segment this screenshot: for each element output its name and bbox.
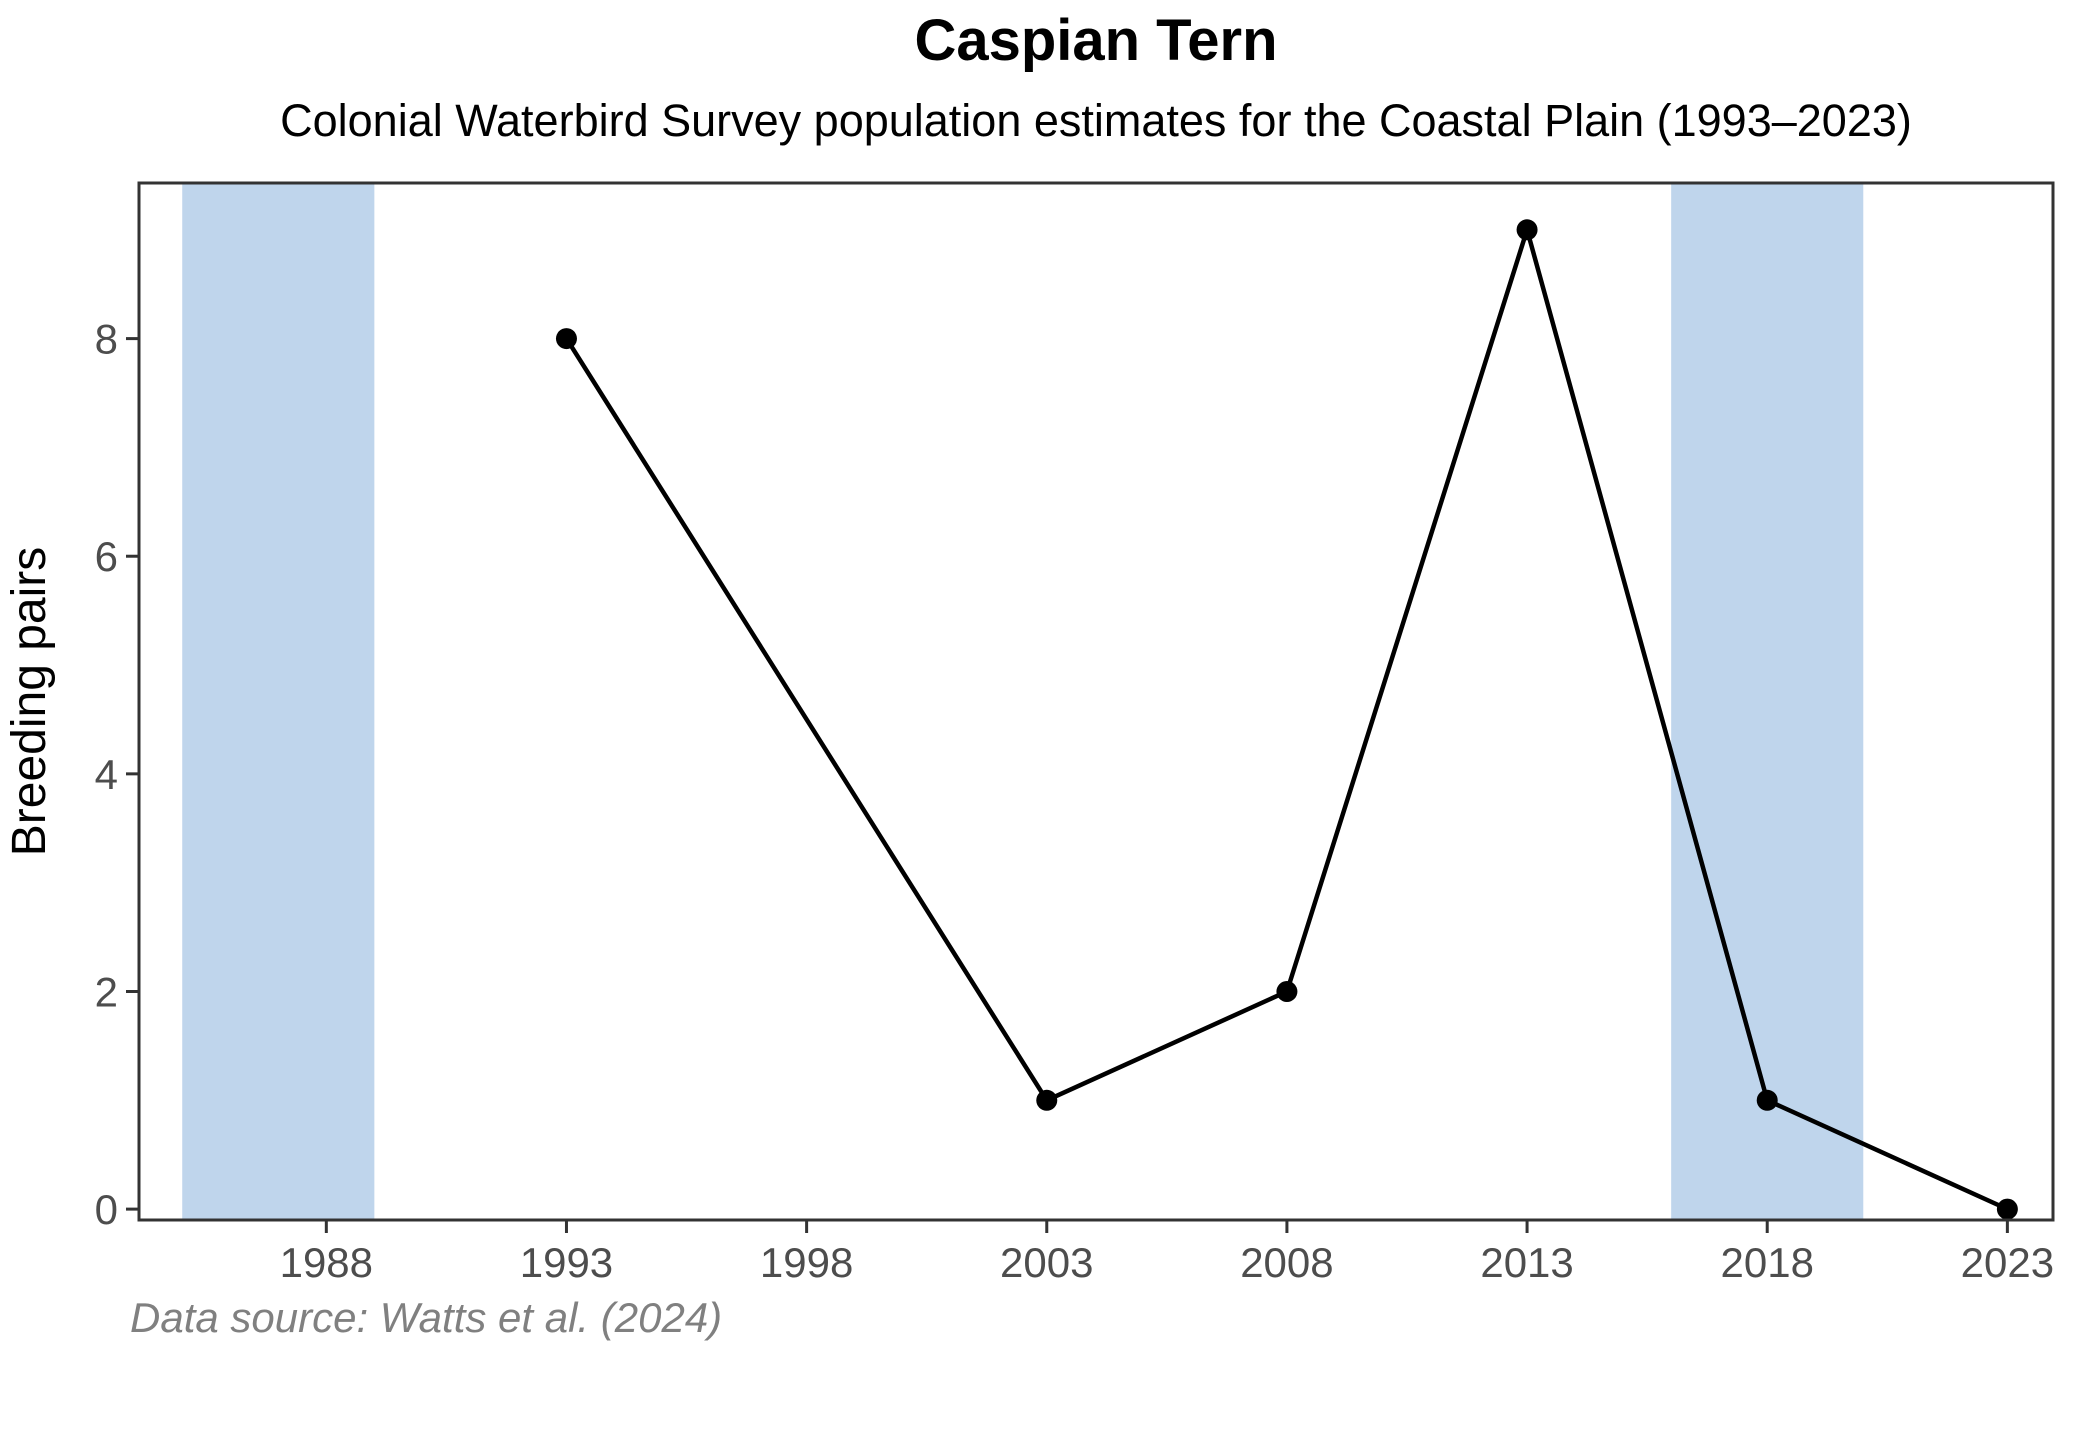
data-point bbox=[1756, 1089, 1778, 1111]
y-tick-label: 2 bbox=[95, 968, 118, 1015]
axes: 0 2 4 6 8 1988 1993 1998 2003 2008 2013 2018 2023 bbox=[95, 316, 2054, 1286]
data-point bbox=[1996, 1198, 2018, 1220]
chart-caption: Data source: Watts et al. (2024) bbox=[130, 1294, 722, 1341]
data-point bbox=[555, 328, 577, 350]
x-tick-label: 2018 bbox=[1721, 1239, 1814, 1286]
data-point bbox=[1276, 980, 1298, 1002]
shaded-band bbox=[1671, 183, 1864, 1220]
x-tick-label: 1988 bbox=[280, 1239, 373, 1286]
data-point bbox=[1036, 1089, 1058, 1111]
shaded-band bbox=[182, 183, 375, 1220]
x-tick-label: 2013 bbox=[1480, 1239, 1573, 1286]
y-axis-label: Breeding pairs bbox=[3, 547, 56, 857]
survey-period-bands bbox=[182, 183, 1864, 1220]
data-series bbox=[555, 219, 2018, 1220]
x-tick-label: 2008 bbox=[1240, 1239, 1333, 1286]
chart-subtitle: Colonial Waterbird Survey population est… bbox=[280, 95, 1912, 146]
x-tick-label: 1998 bbox=[760, 1239, 853, 1286]
data-line bbox=[564, 227, 2009, 1212]
x-tick-label: 2023 bbox=[1961, 1239, 2054, 1286]
x-tick-label: 2003 bbox=[1000, 1239, 1093, 1286]
y-tick-label: 6 bbox=[95, 533, 118, 580]
y-tick-label: 0 bbox=[95, 1186, 118, 1233]
y-tick-label: 8 bbox=[95, 316, 118, 363]
data-point bbox=[1516, 219, 1538, 241]
chart-title: Caspian Tern bbox=[914, 8, 1277, 73]
x-tick-label: 1993 bbox=[520, 1239, 613, 1286]
y-tick-label: 4 bbox=[95, 751, 118, 798]
panel-border bbox=[137, 181, 2055, 1222]
